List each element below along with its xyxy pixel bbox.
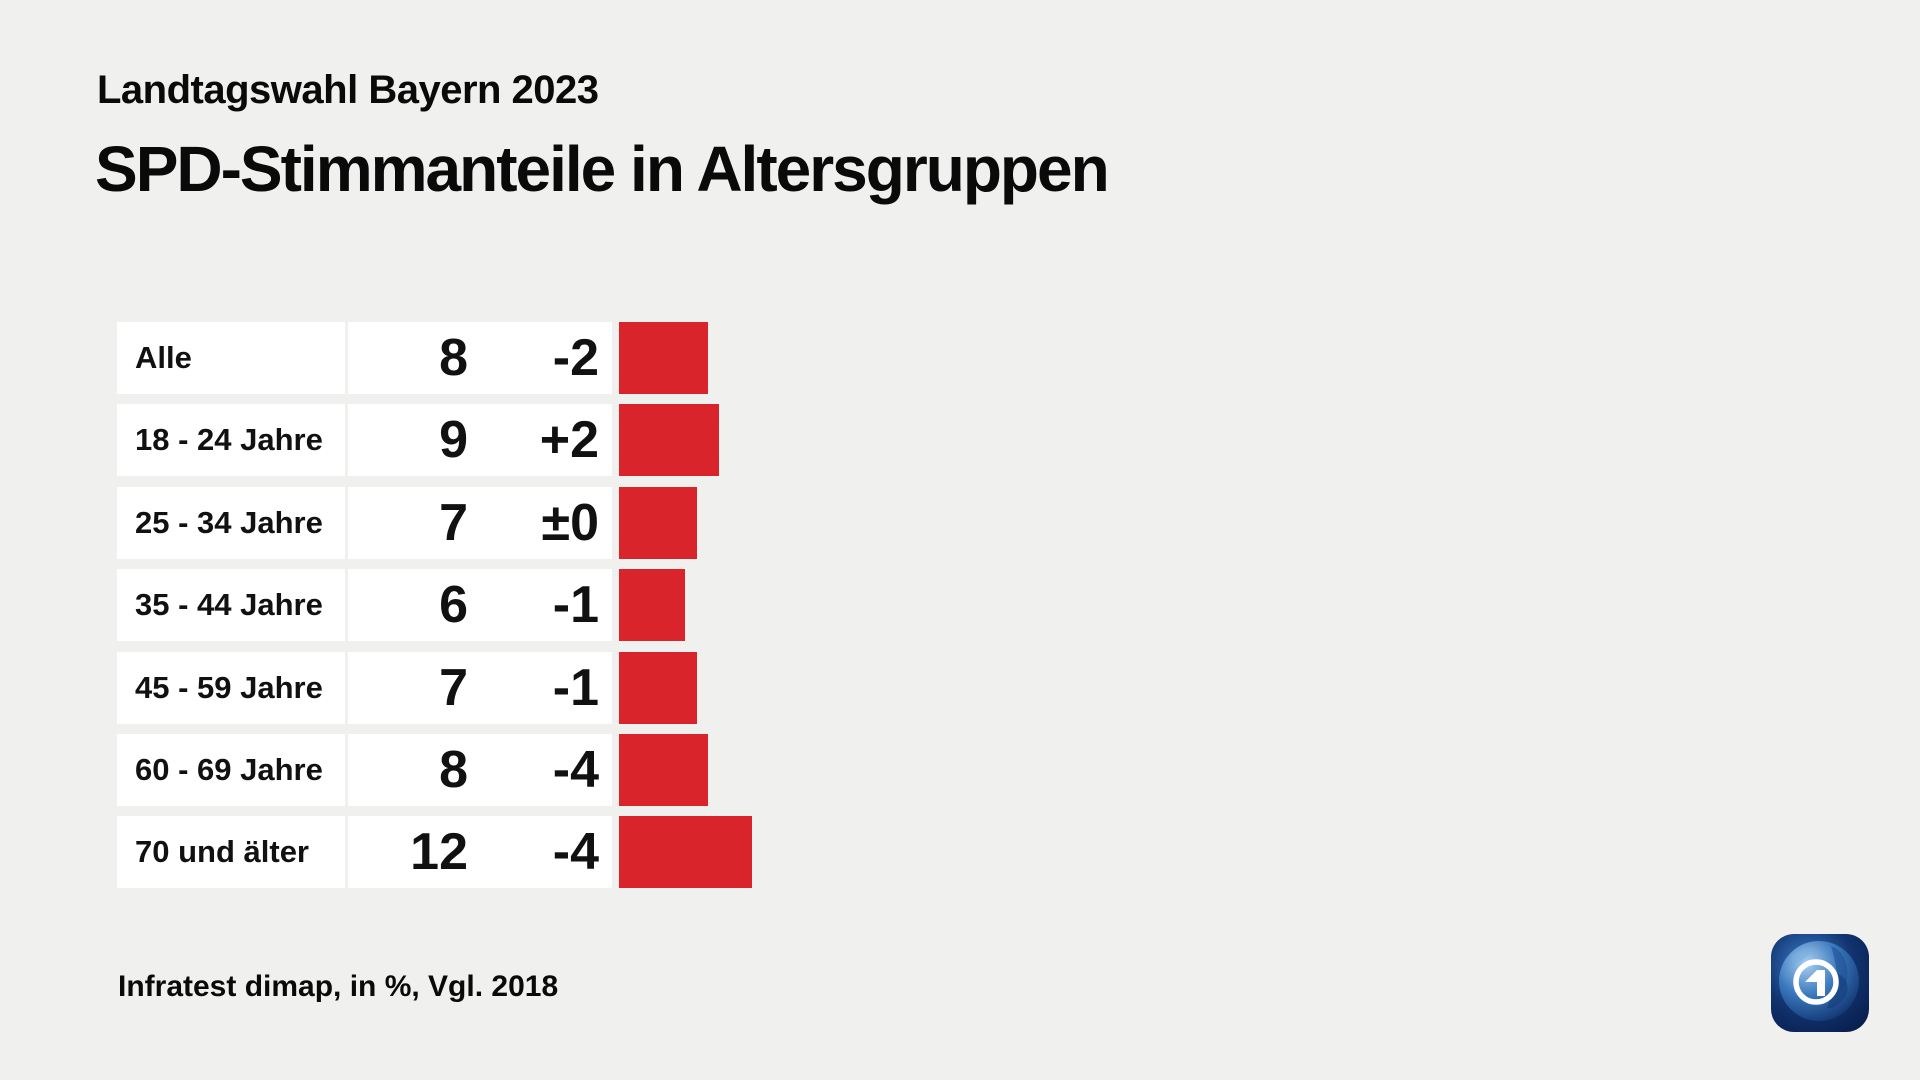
value-change: -1 bbox=[552, 576, 599, 635]
row-label: 35 - 44 Jahre bbox=[117, 569, 345, 642]
value-change: -1 bbox=[552, 658, 599, 717]
value-percent: 8 bbox=[439, 740, 468, 799]
row-label: Alle bbox=[117, 322, 345, 394]
value-percent: 9 bbox=[439, 411, 468, 470]
row-label: 70 und älter bbox=[117, 816, 345, 889]
value-change: -2 bbox=[552, 329, 599, 387]
table-row: Alle 8 -2 bbox=[117, 322, 1817, 394]
value-percent: 7 bbox=[439, 493, 468, 552]
value-change: +2 bbox=[539, 411, 599, 470]
row-label: 25 - 34 Jahre bbox=[117, 486, 345, 559]
bar bbox=[619, 322, 708, 394]
bar bbox=[619, 404, 719, 477]
bar bbox=[619, 486, 697, 559]
row-values: 6 -1 bbox=[348, 569, 612, 642]
bar bbox=[619, 733, 708, 806]
value-change: -4 bbox=[552, 740, 599, 799]
source-note: Infratest dimap, in %, Vgl. 2018 bbox=[118, 970, 559, 1003]
row-values: 12 -4 bbox=[348, 816, 612, 889]
table-row: 35 - 44 Jahre 6 -1 bbox=[117, 569, 1817, 642]
value-percent: 8 bbox=[439, 329, 468, 387]
row-values: 8 -2 bbox=[348, 322, 612, 394]
value-percent: 6 bbox=[439, 576, 468, 635]
value-change: ±0 bbox=[541, 493, 599, 552]
row-values: 7 ±0 bbox=[348, 486, 612, 559]
table-row: 45 - 59 Jahre 7 -1 bbox=[117, 651, 1817, 724]
chart-title: SPD-Stimmanteile in Altersgruppen bbox=[95, 133, 1110, 205]
row-values: 7 -1 bbox=[348, 651, 612, 724]
row-label: 60 - 69 Jahre bbox=[117, 733, 345, 806]
row-values: 8 -4 bbox=[348, 733, 612, 806]
bar bbox=[619, 569, 686, 642]
row-values: 9 +2 bbox=[348, 404, 612, 477]
table-row: 70 und älter 12 -4 bbox=[117, 816, 1817, 889]
value-percent: 12 bbox=[410, 823, 468, 882]
row-label: 18 - 24 Jahre bbox=[117, 404, 345, 477]
ard-tagesschau-logo-icon bbox=[1771, 934, 1869, 1032]
row-label: 45 - 59 Jahre bbox=[117, 651, 345, 724]
value-percent: 7 bbox=[439, 658, 468, 717]
table-row: 25 - 34 Jahre 7 ±0 bbox=[117, 486, 1817, 559]
chart-subtitle: Landtagswahl Bayern 2023 bbox=[97, 68, 599, 112]
table-row: 18 - 24 Jahre 9 +2 bbox=[117, 404, 1817, 477]
numeral-one-mark bbox=[1805, 970, 1825, 996]
bar bbox=[619, 816, 752, 889]
table-row: 60 - 69 Jahre 8 -4 bbox=[117, 733, 1817, 806]
bar bbox=[619, 651, 697, 724]
age-table: Alle 8 -2 18 - 24 Jahre 9 +2 25 - 34 Jah… bbox=[117, 322, 1817, 899]
value-change: -4 bbox=[552, 823, 599, 882]
